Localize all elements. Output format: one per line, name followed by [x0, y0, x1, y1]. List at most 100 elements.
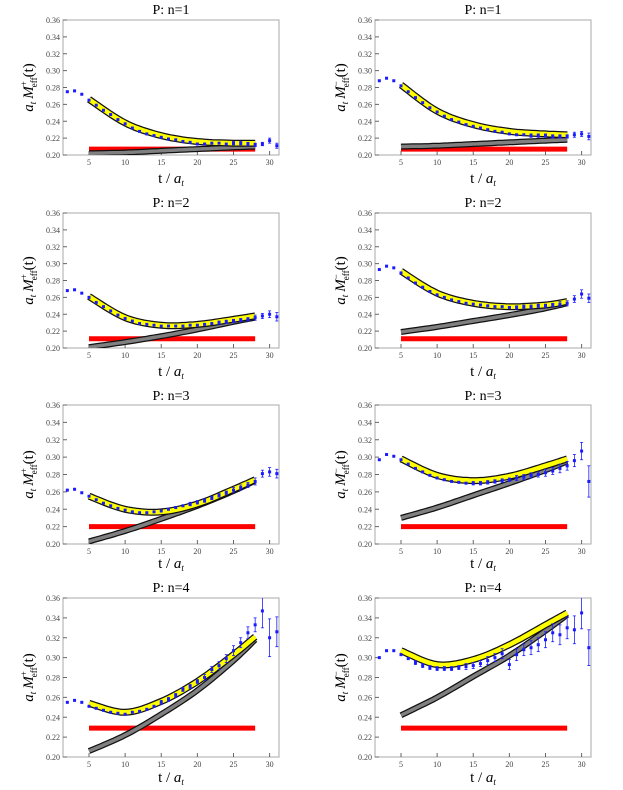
x-tick-label: 25	[541, 760, 549, 769]
data-point	[253, 479, 257, 483]
data-point	[203, 142, 207, 146]
y-tick-label: 0.26	[358, 100, 372, 109]
data-point	[174, 324, 178, 328]
y-label-a: a	[333, 297, 349, 305]
data-point	[101, 501, 105, 505]
y-label-a-sub: t	[340, 488, 350, 491]
data-point	[457, 480, 461, 484]
data-point	[536, 304, 540, 308]
x-axis-label: t / at	[158, 364, 184, 381]
data-point	[260, 472, 264, 476]
data-point	[94, 300, 98, 304]
y-label-a-sub: t	[28, 101, 38, 104]
data-point	[587, 646, 591, 650]
data-point	[138, 129, 142, 133]
data-point	[101, 108, 105, 112]
x-label-slash: /	[474, 171, 486, 187]
y-label-sup: −	[331, 81, 341, 86]
x-axis-label: t / at	[158, 556, 184, 573]
data-point	[507, 132, 511, 136]
data-point	[130, 710, 134, 714]
data-point	[471, 664, 475, 668]
data-point	[195, 142, 199, 146]
data-point	[551, 303, 555, 307]
x-label-slash: /	[474, 556, 486, 572]
x-tick-label: 10	[433, 158, 441, 167]
y-tick-label: 0.24	[358, 117, 372, 126]
panel-title: P: n=3	[464, 389, 501, 404]
y-tick-label: 0.34	[46, 418, 60, 427]
data-point	[87, 704, 91, 708]
data-point	[65, 488, 69, 492]
data-point	[558, 302, 562, 306]
yellow-fit-band	[400, 456, 568, 483]
y-tick-label: 0.22	[46, 733, 60, 742]
y-tick-label: 0.20	[46, 753, 60, 762]
data-point	[224, 491, 228, 495]
plot-frame	[374, 404, 592, 545]
data-point	[435, 667, 439, 671]
y-tick-label: 0.26	[358, 293, 372, 302]
y-tick-label: 0.22	[46, 134, 60, 143]
plot-area	[65, 288, 279, 348]
data-point	[450, 667, 454, 671]
x-tick-label: 25	[229, 547, 237, 556]
x-tick-label: 30	[266, 760, 274, 769]
y-label-arg: (t)	[333, 256, 349, 270]
y-tick-label: 0.32	[46, 436, 60, 445]
y-tick-label: 0.32	[358, 50, 372, 59]
data-point	[87, 494, 91, 498]
data-point	[493, 479, 497, 483]
x-tick-label: 30	[578, 760, 586, 769]
y-tick-label: 0.26	[358, 693, 372, 702]
data-point	[181, 324, 185, 328]
y-label-a-sub: t	[340, 691, 350, 694]
data-point	[500, 305, 504, 309]
data-point	[507, 663, 511, 667]
data-point	[536, 473, 540, 476]
data-point	[399, 84, 403, 88]
data-point	[486, 659, 490, 663]
data-point	[159, 324, 163, 328]
yellow-fit-band	[399, 83, 568, 138]
x-tick-label: 25	[229, 158, 237, 167]
data-point	[464, 123, 468, 127]
data-point	[80, 700, 84, 704]
y-tick-label: 0.30	[46, 260, 60, 269]
gray-fit-band	[400, 138, 568, 149]
x-label-t: t	[470, 364, 475, 380]
y-label-sub: eff	[29, 270, 39, 280]
data-point	[138, 322, 142, 326]
y-label-a: a	[21, 491, 37, 499]
x-tick-label: 5	[87, 351, 91, 360]
data-point	[558, 466, 562, 470]
panel-8: P: n=4 0.20 0.22 0.24 0.26 0.28 0.30 0.32 0.34 0.…	[331, 581, 592, 787]
y-axis-label: atM−eff(t)	[331, 653, 351, 702]
y-axis-label: atM−eff(t)	[331, 63, 351, 112]
y-label-sup: +	[19, 274, 29, 279]
data-point	[421, 470, 425, 474]
data-point	[486, 480, 490, 484]
data-point	[471, 481, 475, 485]
data-point	[515, 133, 519, 137]
data-point	[385, 76, 389, 80]
panel-2: P: n=1 0.20 0.22 0.24 0.26 0.28 0.30 0.32 0.34 0.…	[331, 3, 592, 188]
y-label-a-sub: t	[28, 488, 38, 491]
data-point	[435, 293, 439, 297]
data-point	[181, 687, 185, 691]
y-tick-label: 0.34	[46, 226, 60, 235]
x-axis-label: t / at	[470, 556, 496, 573]
y-tick-label: 0.32	[46, 50, 60, 59]
data-point	[109, 309, 113, 313]
data-point	[231, 649, 235, 653]
data-point	[260, 609, 264, 613]
y-label-a-sub: t	[28, 294, 38, 297]
data-point	[145, 707, 149, 711]
x-label-t: t	[470, 770, 475, 786]
data-point	[73, 487, 77, 491]
y-label-sub: eff	[341, 464, 351, 474]
y-label-a: a	[21, 104, 37, 112]
data-point	[231, 488, 235, 492]
x-tick-label: 20	[193, 547, 201, 556]
data-point	[217, 493, 221, 497]
